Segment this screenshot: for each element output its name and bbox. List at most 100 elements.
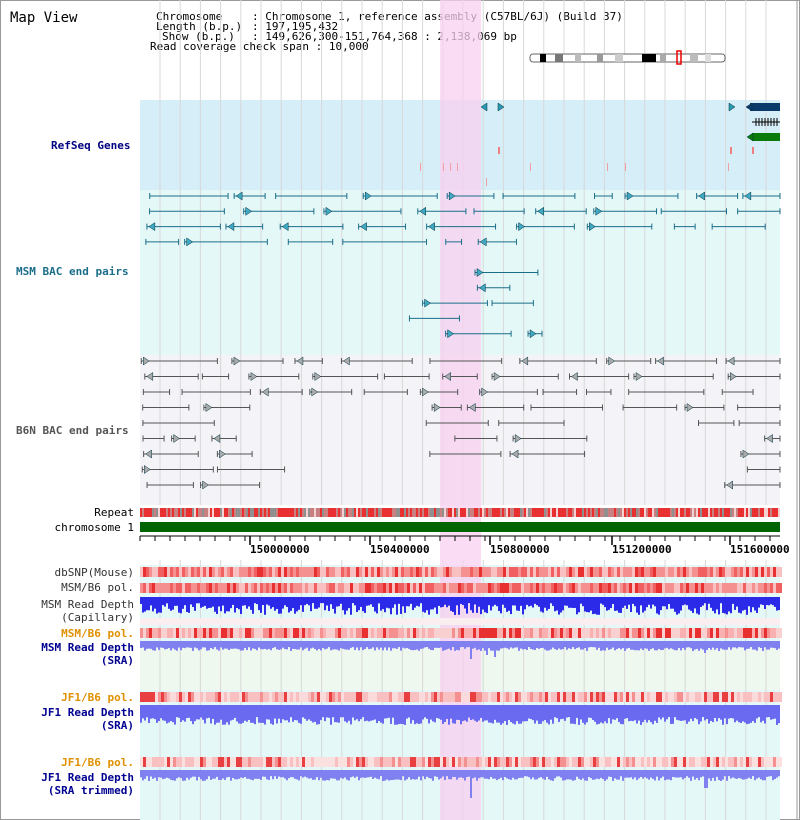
read-depth-bar [752,705,754,722]
pol-heat-cell [590,692,593,702]
pol-heat-cell [269,628,272,638]
pol-heat-cell [206,692,209,702]
repeat-block [400,508,402,517]
repeat-block [250,508,252,517]
pol-heat-cell [407,692,410,702]
pol-heat-cell [500,567,503,577]
pol-heat-cell [191,692,194,702]
read-depth-bar [204,597,206,606]
pol-heat-cell [167,583,170,593]
repeat-block [630,508,632,517]
repeat-block [578,508,580,517]
read-depth-bar [644,641,646,649]
repeat-block [728,508,730,517]
read-depth-bar [288,770,290,779]
pol-heat-cell [278,567,281,577]
read-depth-bar [542,770,544,779]
read-depth-bar [340,641,342,649]
read-depth-bar [168,597,170,609]
repeat-block [338,508,340,517]
repeat-block [746,508,748,517]
pol-heat-cell [485,692,488,702]
read-depth-bar [224,641,226,649]
read-depth-bar [640,770,642,777]
read-depth-bar [756,641,758,651]
read-depth-bar [670,597,672,609]
read-depth-bar [676,705,678,720]
pol-heat-cell [452,583,455,593]
read-depth-bar [552,641,554,648]
read-depth-bar [208,705,210,718]
read-depth-bar [770,770,772,777]
read-depth-bar [338,641,340,651]
pol-heat-cell [482,692,485,702]
pol-heat-cell [617,628,620,638]
pol-heat-cell [389,628,392,638]
repeat-block [284,508,286,517]
read-depth-bar [512,770,514,778]
pol-heat-cell [671,567,674,577]
read-depth-bar [714,770,716,781]
pol-heat-cell [620,692,623,702]
pol-heat-cell [518,567,521,577]
read-depth-bar [768,770,770,777]
pol-heat-cell [512,692,515,702]
read-depth-bar [594,641,596,648]
pol-heat-cell [545,692,548,702]
pol-heat-cell [410,583,413,593]
read-depth-bar [438,770,440,780]
strand-arrow [227,222,235,232]
pol-heat-cell [164,567,167,577]
read-depth-bar [320,641,322,651]
pol-heat-cell [596,583,599,593]
read-depth-bar [460,705,462,725]
read-depth-bar [434,641,436,648]
read-depth-bar [282,770,284,778]
read-depth-bar [738,641,740,648]
pol-heat-cell [410,567,413,577]
refseq-gene [497,102,505,112]
pol-heat-cell [749,628,752,638]
pol-heat-cell [419,567,422,577]
pol-heat-cell [365,583,368,593]
read-depth-bar [746,597,748,615]
pol-heat-cell [503,757,506,767]
read-depth-bar [520,597,522,606]
read-depth-bar [596,770,598,779]
read-depth-bar [406,770,408,780]
repeat-block [418,508,420,517]
pol-heat-cell [557,567,560,577]
pol-heat-cell [473,692,476,702]
read-depth-bar [154,597,156,609]
read-depth-bar [386,641,388,651]
read-depth-bar [290,705,292,718]
pol-heat-cell [530,757,533,767]
read-depth-bar [400,597,402,614]
pol-heat-cell [305,567,308,577]
repeat-block [690,508,692,517]
pol-heat-cell [623,628,626,638]
pol-heat-cell [749,583,752,593]
repeat-block [776,508,778,517]
repeat-block [372,508,374,517]
read-depth-bar [534,770,536,780]
repeat-block [608,508,610,517]
read-depth-bar [728,770,730,777]
strand-arrow [360,222,367,232]
repeat-block [702,508,704,517]
pol-heat-cell [773,757,776,767]
read-depth-bar [730,770,732,779]
pol-heat-cell [446,628,449,638]
read-depth-bar [210,770,212,780]
read-depth-bar [162,705,164,721]
pol-heat-cell [443,692,446,702]
label-line: MSM Read Depth [41,641,134,654]
pol-heat-cell [386,567,389,577]
read-depth-bar [150,705,152,719]
pol-heat-cell [602,757,605,767]
read-depth-bar [228,641,230,651]
read-depth-bar [318,770,320,781]
pol-heat-cell [161,628,164,638]
pol-heat-cell [524,567,527,577]
